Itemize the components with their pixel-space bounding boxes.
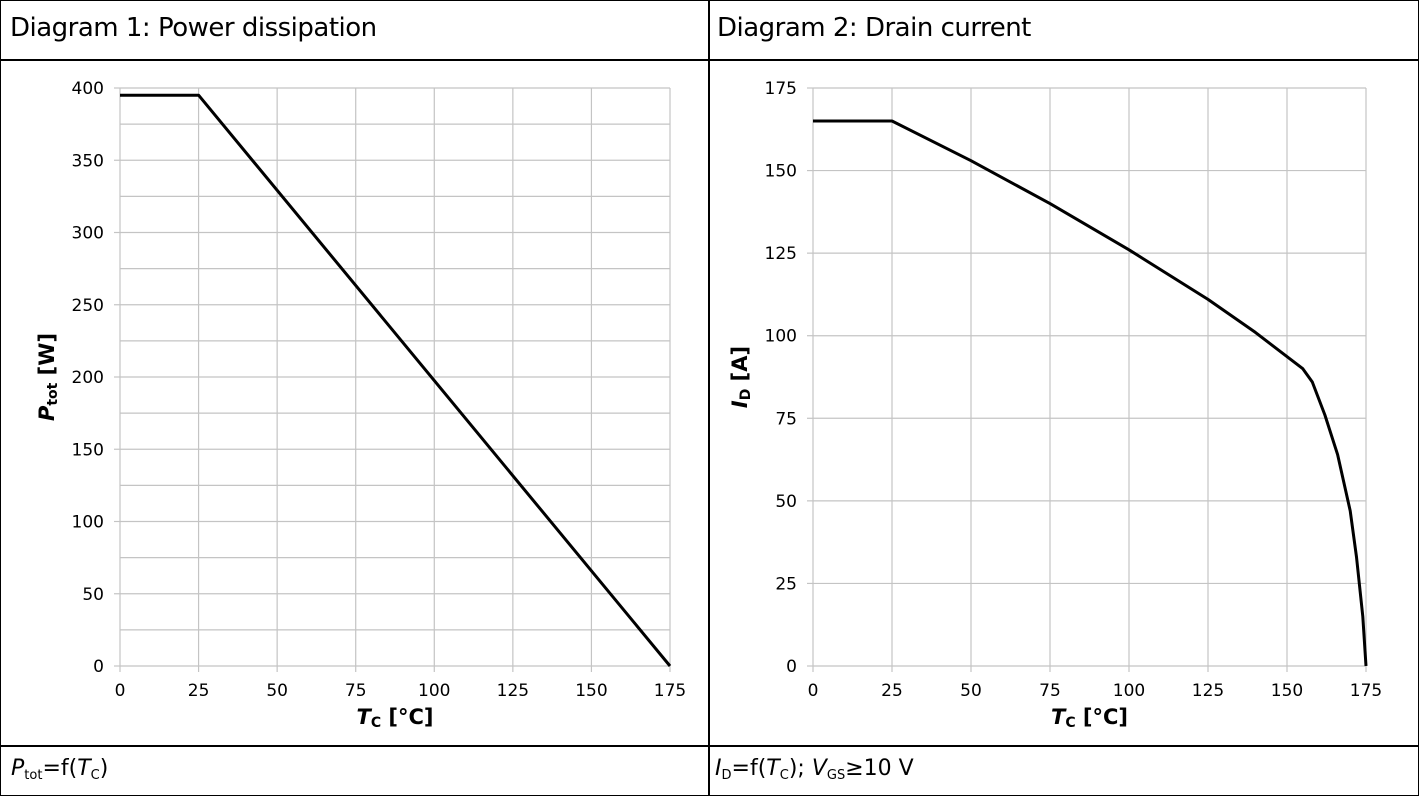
power-chart-y-tick-label: 350 <box>72 151 104 171</box>
current-chart-y-tick-label: 50 <box>775 492 797 512</box>
caption-1-symbol: P <box>11 756 25 781</box>
diagram-1-caption: Ptot=f(TC) <box>11 756 108 783</box>
caption-2-arg-sub: C <box>779 768 789 783</box>
column-divider <box>708 1 710 795</box>
caption-2-cond-sub: GS <box>826 768 846 783</box>
current-chart-x-axis-label: TC [°C] <box>1051 705 1128 731</box>
power-chart-x-tick-label: 50 <box>266 681 288 701</box>
power-chart-x-tick-label: 125 <box>497 681 529 701</box>
power-chart-y-axis-label: Ptot [W] <box>35 333 61 421</box>
current-chart-x-tick-label: 75 <box>1039 681 1061 701</box>
caption-2-symbol-sub: D <box>721 768 732 783</box>
current-chart-x-tick-label: 175 <box>1350 681 1382 701</box>
caption-1-arg: T <box>77 756 91 781</box>
current-chart-y-tick-label: 75 <box>775 409 797 429</box>
current-chart-x-tick-label: 25 <box>881 681 903 701</box>
current-chart-y-tick-label: 100 <box>765 327 797 347</box>
caption-2-symbol: I <box>715 756 722 781</box>
current-chart-y-tick-label: 150 <box>765 162 797 182</box>
current-chart-y-tick-label: 25 <box>775 574 797 594</box>
power-chart-series-line-0 <box>120 93 672 667</box>
drain-current-chart: 0 25 50 75 100 125 150 175 0 25 50 75 100 125 150 175 TC… <box>728 79 1382 731</box>
caption-2-arg: T <box>766 756 780 781</box>
diagram-2-caption: ID=f(TC); VGS≥10 V <box>715 756 914 783</box>
power-chart-x-tick-label: 25 <box>188 681 210 701</box>
power-chart-y-tick-label: 250 <box>72 296 104 316</box>
power-chart-x-tick-label: 150 <box>575 681 607 701</box>
power-dissipation-chart: 0 25 50 75 100 125 150 175 0 50 100 150 200 250 300 350… <box>35 79 686 731</box>
current-chart-x-tick-label: 50 <box>960 681 982 701</box>
current-chart-x-tick-label: 100 <box>1113 681 1145 701</box>
current-chart-x-tick-label: 150 <box>1271 681 1303 701</box>
power-chart-x-axis-label: TC [°C] <box>356 705 433 731</box>
power-chart-x-tick-label: 175 <box>654 681 686 701</box>
power-chart-y-tick-label: 50 <box>82 585 104 605</box>
current-chart-y-tick-label: 125 <box>765 244 797 264</box>
power-chart-y-tick-label: 400 <box>72 79 104 99</box>
current-chart-y-tick-label: 175 <box>765 79 797 99</box>
current-chart-series-line-0 <box>813 119 1368 667</box>
caption-2-func: =f( <box>731 756 767 781</box>
caption-1-symbol-sub: tot <box>24 768 43 783</box>
power-chart-x-tick-label: 75 <box>345 681 367 701</box>
current-chart-grid <box>812 87 1367 667</box>
current-chart-x-tick-label: 0 <box>808 681 819 701</box>
power-chart-y-tick-label: 300 <box>72 224 104 244</box>
title-row-divider <box>1 59 1418 61</box>
caption-2-cond-symbol: V <box>811 756 827 781</box>
caption-1-func: =f( <box>42 756 78 781</box>
power-chart-y-tick-label: 150 <box>72 440 104 460</box>
current-chart-y-tick-label: 0 <box>786 657 797 677</box>
power-chart-x-tick-label: 100 <box>418 681 450 701</box>
power-chart-x-tick-label: 0 <box>115 681 126 701</box>
power-chart-y-tick-label: 0 <box>93 657 104 677</box>
caption-1-arg-sub: C <box>90 768 100 783</box>
caption-2-sep: ); <box>788 756 812 781</box>
power-chart-y-tick-label: 200 <box>72 368 104 388</box>
current-chart-y-axis-label: ID [A] <box>728 346 754 408</box>
diagram-2-title: Diagram 2: Drain current <box>717 13 1031 43</box>
caption-2-cond-value: ≥10 V <box>845 756 914 781</box>
diagram-1-title: Diagram 1: Power dissipation <box>10 13 377 43</box>
power-chart-y-tick-label: 100 <box>72 513 104 533</box>
caption-1-tail: ) <box>99 756 109 781</box>
caption-row-divider <box>1 745 1418 747</box>
current-chart-x-tick-label: 125 <box>1192 681 1224 701</box>
